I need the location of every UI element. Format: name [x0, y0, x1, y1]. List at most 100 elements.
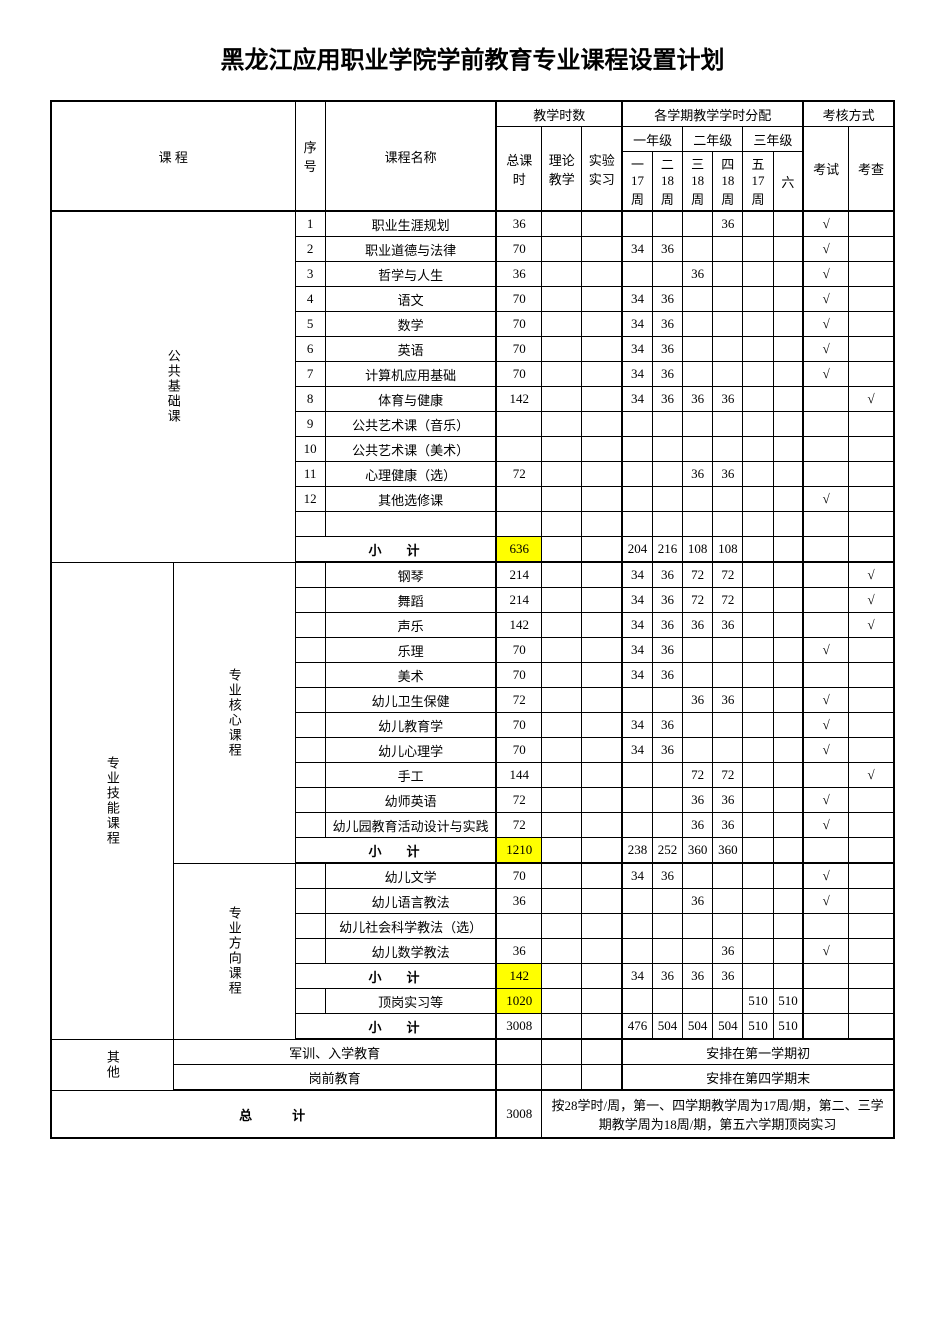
cell: 幼儿社会科学教法（选） — [325, 914, 496, 939]
cell: 504 — [652, 1014, 682, 1040]
cell: 9 — [295, 412, 325, 437]
cell: 36 — [652, 362, 682, 387]
cell — [622, 688, 652, 713]
cell: 36 — [652, 713, 682, 738]
cell — [849, 362, 894, 387]
cell — [803, 512, 848, 537]
cell: 职业道德与法律 — [325, 237, 496, 262]
cell — [295, 512, 325, 537]
cell — [773, 914, 803, 939]
cell — [773, 688, 803, 713]
cell — [652, 989, 682, 1014]
cell — [542, 763, 582, 788]
cell — [773, 964, 803, 989]
hdr-s2: 二 18 周 — [652, 152, 682, 212]
cell: 数学 — [325, 312, 496, 337]
cell — [542, 989, 582, 1014]
cell — [713, 738, 743, 763]
hdr-seq: 序号 — [295, 101, 325, 211]
cell: 36 — [713, 964, 743, 989]
cell — [542, 663, 582, 688]
cell — [622, 462, 652, 487]
cell: 8 — [295, 387, 325, 412]
cell: 72 — [713, 763, 743, 788]
cell — [295, 588, 325, 613]
cell — [582, 964, 622, 989]
cell: 4 — [295, 287, 325, 312]
cell — [652, 262, 682, 287]
cell — [743, 713, 773, 738]
cell: 70 — [496, 713, 541, 738]
cell — [773, 763, 803, 788]
cell: 36 — [652, 613, 682, 638]
cell — [849, 211, 894, 237]
cat-other: 其他 — [51, 1039, 173, 1090]
cell — [582, 512, 622, 537]
cell — [743, 939, 773, 964]
cell — [582, 989, 622, 1014]
cell: 34 — [622, 287, 652, 312]
cell — [542, 1014, 582, 1040]
cell: 476 — [622, 1014, 652, 1040]
cell — [743, 237, 773, 262]
cell — [773, 362, 803, 387]
cell — [773, 537, 803, 563]
cell — [743, 262, 773, 287]
hdr-name: 课程名称 — [325, 101, 496, 211]
cell: √ — [849, 588, 894, 613]
cell — [773, 487, 803, 512]
cell — [743, 964, 773, 989]
cell: 34 — [622, 638, 652, 663]
cell: 72 — [683, 588, 713, 613]
cell — [542, 713, 582, 738]
cell — [622, 437, 652, 462]
cell: 34 — [622, 337, 652, 362]
cell: 36 — [496, 211, 541, 237]
cell: 36 — [652, 588, 682, 613]
cell: 1210 — [496, 838, 541, 864]
cell: 幼儿园教育活动设计与实践 — [325, 813, 496, 838]
cell: 360 — [683, 838, 713, 864]
cell — [849, 312, 894, 337]
cell: 36 — [652, 964, 682, 989]
cell — [713, 989, 743, 1014]
cell — [582, 337, 622, 362]
cell — [803, 838, 848, 864]
cell — [743, 638, 773, 663]
cell — [542, 512, 582, 537]
cell — [295, 914, 325, 939]
other-row: 军训、入学教育 — [173, 1039, 496, 1065]
hdr-theory: 理论教学 — [542, 127, 582, 212]
cell — [542, 412, 582, 437]
cell — [582, 863, 622, 889]
cell — [542, 688, 582, 713]
cell — [743, 512, 773, 537]
cell — [542, 462, 582, 487]
hdr-s1: 一 17 周 — [622, 152, 652, 212]
cell: 公共艺术课（音乐） — [325, 412, 496, 437]
cell — [295, 638, 325, 663]
cell: 510 — [743, 989, 773, 1014]
cell: 70 — [496, 237, 541, 262]
cell: 34 — [622, 387, 652, 412]
cell: √ — [803, 287, 848, 312]
cell — [743, 437, 773, 462]
cell: 美术 — [325, 663, 496, 688]
cell — [849, 437, 894, 462]
cell: 3 — [295, 262, 325, 287]
cell: 舞蹈 — [325, 588, 496, 613]
cell — [803, 1014, 848, 1040]
cell — [582, 1014, 622, 1040]
cell — [295, 813, 325, 838]
cell — [803, 537, 848, 563]
cell — [803, 462, 848, 487]
cell — [743, 211, 773, 237]
cell — [542, 387, 582, 412]
cell: 1020 — [496, 989, 541, 1014]
cell: 36 — [683, 387, 713, 412]
cell — [683, 914, 713, 939]
cell — [773, 889, 803, 914]
cell — [743, 788, 773, 813]
cell — [652, 914, 682, 939]
cell: 204 — [622, 537, 652, 563]
